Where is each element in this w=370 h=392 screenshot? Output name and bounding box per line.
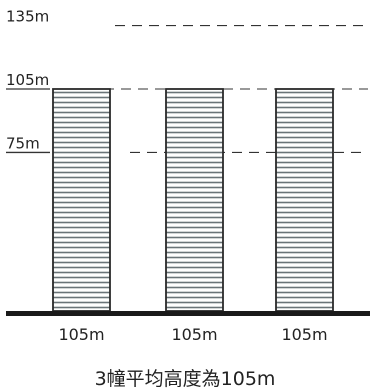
building-1 bbox=[52, 88, 111, 312]
building-2 bbox=[165, 88, 224, 312]
level-label-2: 75m bbox=[6, 134, 40, 152]
caption: 3幢平均高度為105m bbox=[95, 368, 276, 390]
building-3 bbox=[275, 88, 334, 312]
building-labels: 105m 105m 105m bbox=[58, 325, 327, 344]
building-body-1 bbox=[52, 88, 111, 312]
building-label-2: 105m bbox=[171, 325, 217, 344]
level-label-1: 105m bbox=[6, 71, 49, 89]
level-label-0: 135m bbox=[6, 8, 49, 26]
buildings bbox=[52, 88, 334, 312]
building-label-3: 105m bbox=[281, 325, 327, 344]
ground-line bbox=[6, 311, 370, 316]
building-label-1: 105m bbox=[58, 325, 104, 344]
building-body-3 bbox=[275, 88, 334, 312]
building-body-2 bbox=[165, 88, 224, 312]
